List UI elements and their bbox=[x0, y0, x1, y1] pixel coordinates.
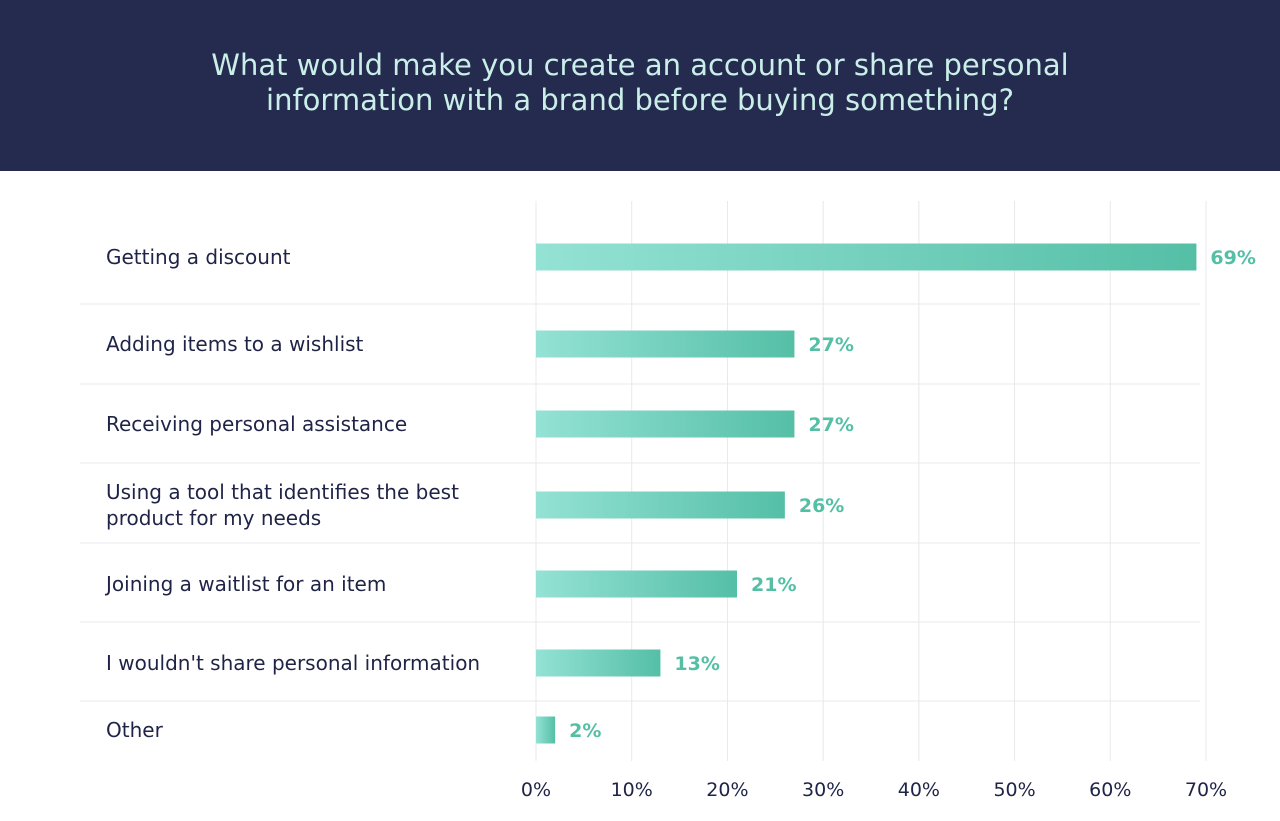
category-label: Receiving personal assistance bbox=[106, 412, 407, 436]
category-label: Using a tool that identifies the best pro… bbox=[106, 480, 459, 530]
x-tick-label: 10% bbox=[611, 779, 653, 801]
chart-header: What would make you create an account or… bbox=[0, 0, 1280, 171]
data-label: 27% bbox=[808, 334, 853, 356]
x-tick-label: 0% bbox=[521, 779, 551, 801]
data-label: 27% bbox=[808, 414, 853, 436]
x-tick-label: 20% bbox=[706, 779, 748, 801]
category-label: Getting a discount bbox=[106, 245, 291, 269]
bar bbox=[536, 330, 795, 358]
data-label: 26% bbox=[799, 495, 844, 517]
data-label: 13% bbox=[674, 653, 719, 675]
x-tick-label: 40% bbox=[898, 779, 940, 801]
x-tick-label: 30% bbox=[802, 779, 844, 801]
category-label: Adding items to a wishlist bbox=[106, 332, 364, 356]
bar-chart: 69% Getting a discount 27% Adding items to … bbox=[80, 201, 1256, 801]
data-label: 2% bbox=[569, 720, 601, 742]
bar bbox=[536, 570, 737, 598]
category-label: I wouldn't share personal information bbox=[106, 651, 480, 675]
category-label: Other bbox=[106, 718, 164, 742]
data-label: 21% bbox=[751, 574, 796, 596]
bar bbox=[536, 491, 785, 519]
category-label: Joining a waitlist for an item bbox=[104, 572, 386, 596]
chart-area: 69% Getting a discount 27% Adding items to … bbox=[0, 171, 1280, 821]
chart-title: What would make you create an account or… bbox=[211, 48, 1069, 117]
x-tick-label: 60% bbox=[1089, 779, 1131, 801]
bar bbox=[536, 410, 795, 438]
bar bbox=[536, 649, 661, 677]
x-tick-label: 50% bbox=[993, 779, 1035, 801]
bar bbox=[536, 716, 556, 744]
x-tick-label: 70% bbox=[1185, 779, 1227, 801]
bar bbox=[536, 243, 1197, 271]
data-label: 69% bbox=[1210, 247, 1255, 269]
